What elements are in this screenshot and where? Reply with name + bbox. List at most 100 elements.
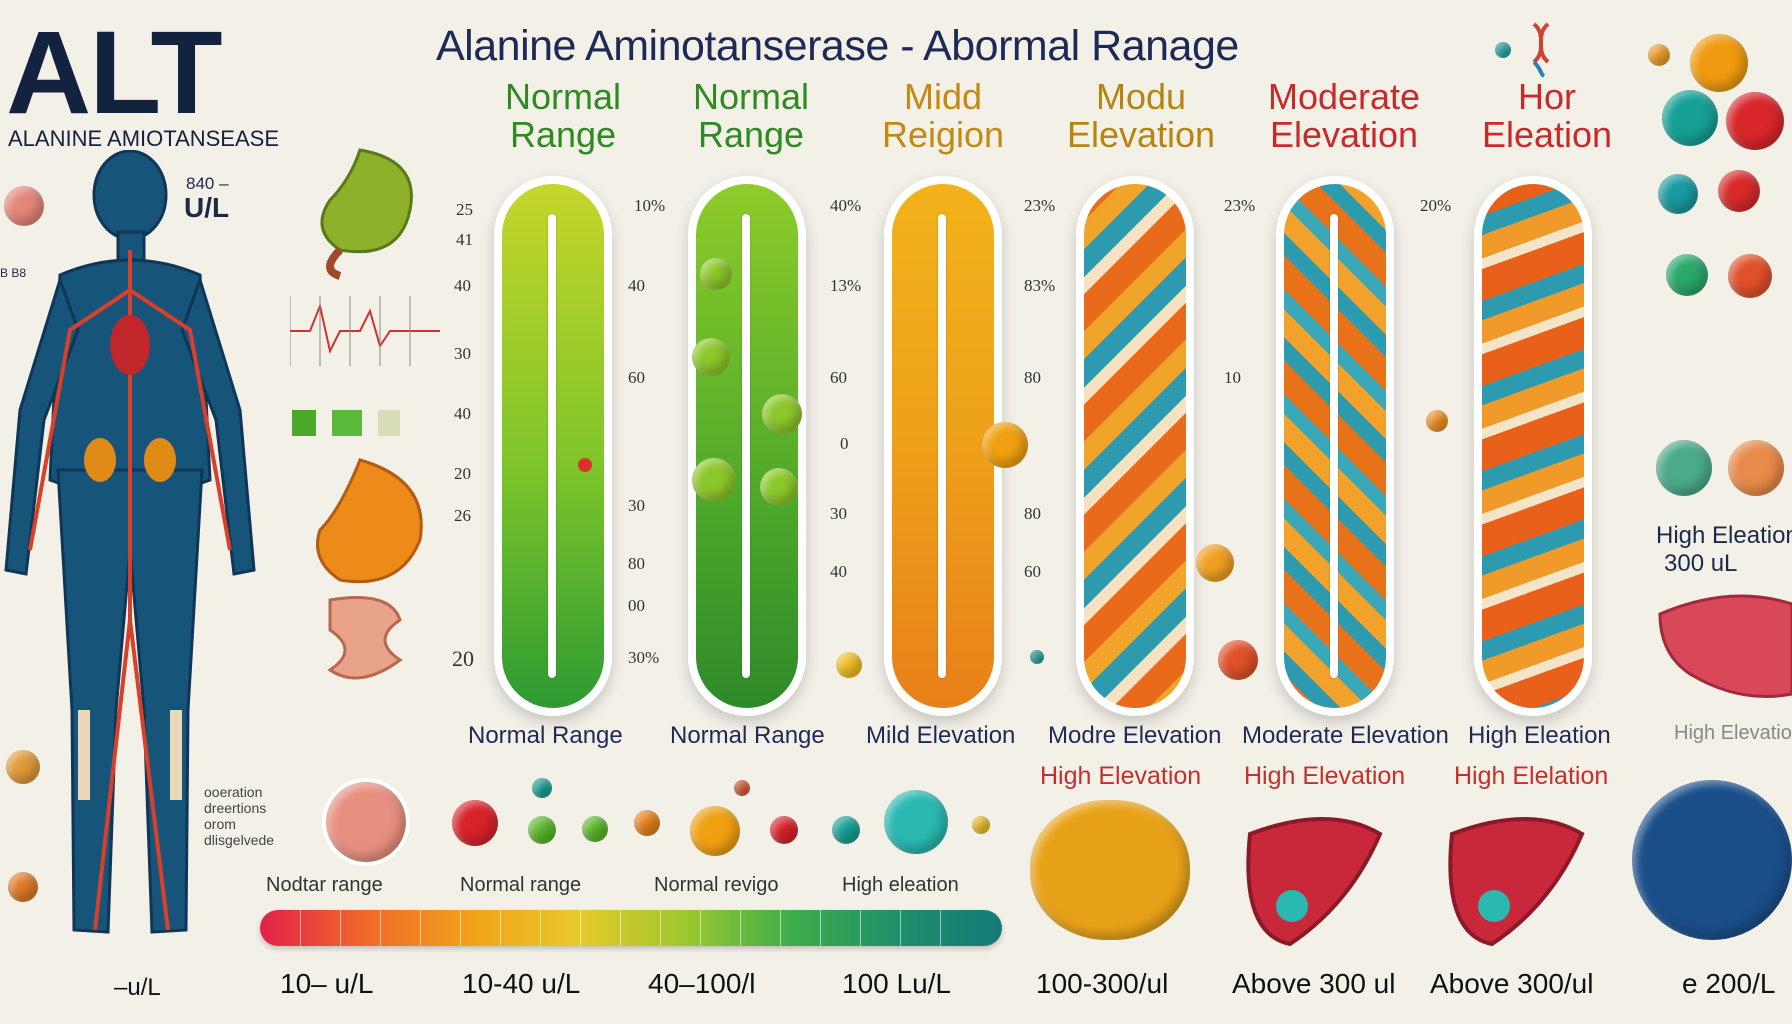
range-label: Above 300 ul bbox=[1232, 968, 1396, 999]
unit-label: U/L bbox=[184, 192, 230, 223]
stomach-illustration bbox=[316, 458, 423, 680]
molecule-icon bbox=[532, 778, 552, 798]
logo-subtitle: ALANINE AMIOTANSEASE bbox=[8, 126, 280, 151]
scale-label: 25 bbox=[456, 200, 473, 219]
cell-icon bbox=[1666, 254, 1708, 296]
cell-icon bbox=[6, 750, 40, 784]
range-label: 40–100/l bbox=[648, 968, 756, 999]
range-label: 10-40 u/L bbox=[462, 968, 581, 999]
molecule-icon bbox=[982, 422, 1028, 468]
molecule-icon bbox=[1030, 650, 1044, 664]
side-note: ooeration dreertions orom dlisgelvede bbox=[204, 784, 274, 848]
range-tube bbox=[1474, 176, 1592, 716]
alt-logo: ALT bbox=[6, 7, 223, 139]
legend-label: Nodtar range bbox=[266, 874, 383, 896]
scale-label: 60 bbox=[830, 368, 847, 387]
green-swatch bbox=[292, 410, 316, 436]
scale-label: 40 bbox=[454, 276, 471, 295]
liver-icon bbox=[1246, 817, 1383, 947]
right-panel-text: 300 uL bbox=[1664, 550, 1738, 577]
scale-label: 23% bbox=[1024, 196, 1056, 215]
molecule-icon bbox=[1690, 34, 1748, 92]
scale-label: 30 bbox=[830, 504, 847, 523]
scale-label: 00 bbox=[628, 596, 645, 615]
cell-icon bbox=[8, 872, 38, 902]
molecule-icon bbox=[1426, 410, 1448, 432]
molecule-icon bbox=[692, 458, 736, 502]
molecule-icon bbox=[1495, 42, 1511, 58]
range-tube bbox=[1276, 176, 1394, 716]
scale-label: 0 bbox=[840, 434, 849, 453]
column-header: Moderate Elevation bbox=[1267, 76, 1421, 155]
cell-icon bbox=[1658, 174, 1698, 214]
scale-label: 40 bbox=[628, 276, 645, 295]
range-label: 100-300/ul bbox=[1036, 968, 1169, 999]
cell-icon bbox=[1718, 170, 1760, 212]
column-bottom-label: High Eleation bbox=[1468, 722, 1611, 749]
scale-label: 26 bbox=[454, 506, 471, 525]
range-tube bbox=[688, 176, 806, 716]
legend-label: Normal range bbox=[460, 874, 582, 896]
molecule-icon bbox=[734, 780, 750, 796]
scale-label: 60 bbox=[1024, 562, 1041, 581]
liver-icon bbox=[1448, 817, 1585, 947]
cell-icon bbox=[1728, 440, 1784, 496]
molecule-icon bbox=[634, 810, 660, 836]
molecule-icon bbox=[832, 816, 860, 844]
column-header: Midd Reigion bbox=[881, 76, 1005, 155]
range-label: 100 Lu/L bbox=[842, 968, 951, 999]
side-note-line: dlisgelvede bbox=[204, 832, 275, 848]
molecule-icon bbox=[1196, 544, 1234, 582]
brain-icon bbox=[1632, 780, 1792, 940]
scale-label: 23% bbox=[1224, 196, 1256, 215]
high-elevation-label: High Elevation bbox=[1040, 762, 1202, 790]
scale-label: 20% bbox=[1420, 196, 1452, 215]
molecule-icon bbox=[1726, 92, 1784, 150]
scale-label: 10 bbox=[1224, 368, 1241, 387]
scale-label: 13% bbox=[830, 276, 862, 295]
scale-label: 83% bbox=[1024, 276, 1056, 295]
column-bottom-label: High Elevation bbox=[1674, 722, 1792, 744]
molecule-icon bbox=[972, 816, 990, 834]
molecule-icon bbox=[692, 338, 730, 376]
molecule-icon bbox=[528, 816, 556, 844]
column-bottom-label: Mild Elevation bbox=[866, 722, 1016, 749]
column-bottom-label: Modre Elevation bbox=[1048, 722, 1222, 749]
molecule-icon bbox=[1662, 90, 1718, 146]
scale-label: 20 bbox=[454, 464, 471, 483]
molecule-icon bbox=[452, 800, 498, 846]
range-label: e 200/L bbox=[1682, 968, 1776, 999]
molecule-icon bbox=[762, 394, 802, 434]
high-elevation-label: High Elevation bbox=[1244, 762, 1406, 790]
high-elevation-label: High Elelation bbox=[1454, 762, 1609, 790]
side-note-line: ooeration bbox=[204, 784, 263, 800]
unit-top-label: 840 – bbox=[186, 174, 229, 193]
scale-label: 80 bbox=[628, 554, 645, 573]
liver-icon bbox=[1658, 594, 1792, 698]
scale-label: 80 bbox=[1024, 504, 1041, 523]
range-label: 10– u/L bbox=[280, 968, 374, 999]
scale-label: 40% bbox=[830, 196, 862, 215]
tube-marker bbox=[578, 458, 592, 472]
dna-icon bbox=[1530, 22, 1552, 78]
severity-gradient-bar bbox=[260, 910, 1002, 946]
side-note-line: orom bbox=[204, 816, 236, 832]
column-bottom-label: Normal Range bbox=[468, 722, 623, 749]
range-tube bbox=[494, 176, 612, 716]
scale-label: 30% bbox=[628, 648, 660, 667]
column-header: Modu Elevation bbox=[1066, 76, 1216, 155]
right-panel-text: High Eleation bbox=[1656, 522, 1792, 549]
molecule-icon bbox=[836, 652, 862, 678]
column-header: Hor Eleation bbox=[1481, 76, 1613, 155]
side-note-line: dreertions bbox=[204, 800, 267, 816]
molecule-icon bbox=[582, 816, 608, 842]
cell-icon bbox=[1656, 440, 1712, 496]
molecule-icon bbox=[1648, 44, 1670, 66]
scale-label: 30 bbox=[454, 344, 471, 363]
scale-label: 20 bbox=[452, 646, 474, 671]
molecule-icon bbox=[700, 258, 732, 290]
molecule-icon bbox=[770, 816, 798, 844]
range-label: Above 300/ul bbox=[1430, 968, 1594, 999]
scale-label: 30 bbox=[628, 496, 645, 515]
cell-icon bbox=[1728, 254, 1772, 298]
